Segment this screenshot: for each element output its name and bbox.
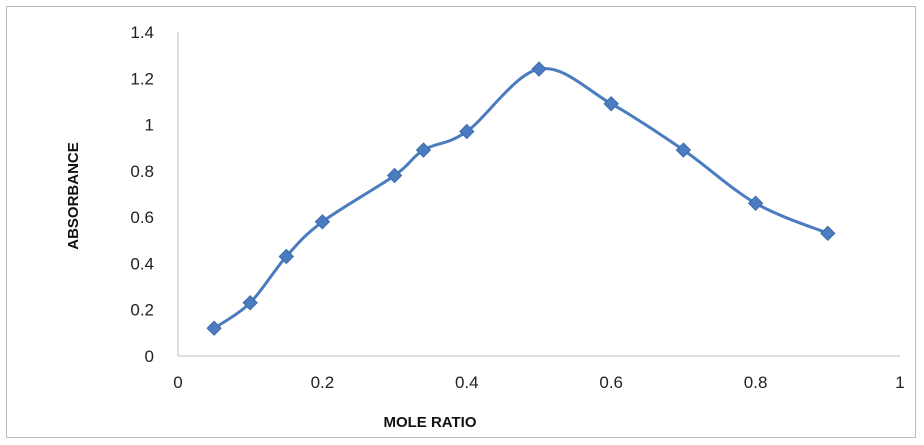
- y-tick-labels: 0 0.2 0.4 0.6 0.8 1 1.2 1.4: [130, 23, 154, 366]
- y-tick-label: 0.4: [130, 254, 154, 273]
- x-tick-label: 0.8: [744, 373, 768, 392]
- chart-axes: [177, 32, 900, 357]
- data-point-marker: [820, 225, 836, 242]
- data-point-marker: [603, 96, 619, 112]
- data-point-marker: [675, 142, 692, 158]
- x-tick-label: 1: [895, 373, 904, 392]
- y-axis-title: ABSORBANCE: [65, 142, 82, 250]
- data-point-marker: [206, 320, 222, 336]
- data-point-marker: [278, 248, 295, 265]
- chart-frame: [6, 6, 916, 438]
- y-tick-label: 0.6: [130, 208, 154, 227]
- x-tick-label: 0.4: [455, 373, 479, 392]
- y-tick-label: 0.8: [130, 162, 154, 181]
- x-tick-label: 0.6: [599, 373, 623, 392]
- y-tick-label: 0.2: [130, 301, 154, 320]
- x-axis-title: MOLE RATIO: [383, 414, 476, 431]
- data-point-marker: [242, 295, 258, 311]
- y-tick-label: 1.2: [130, 69, 154, 88]
- y-tick-label: 0: [145, 347, 154, 366]
- data-point-marker: [531, 61, 547, 77]
- series-line: [212, 67, 830, 330]
- x-tick-label: 0.2: [311, 373, 335, 392]
- data-point-marker: [415, 142, 432, 158]
- y-tick-label: 1.4: [130, 23, 154, 42]
- data-point-marker: [314, 214, 331, 230]
- y-tick-label: 1: [145, 116, 154, 135]
- data-point-marker: [747, 195, 764, 211]
- x-tick-label: 0: [173, 373, 182, 392]
- data-point-marker: [459, 123, 475, 140]
- data-markers: [206, 61, 836, 336]
- data-point-marker: [386, 167, 403, 184]
- x-tick-labels: 0 0.2 0.4 0.6 0.8 1: [173, 373, 904, 392]
